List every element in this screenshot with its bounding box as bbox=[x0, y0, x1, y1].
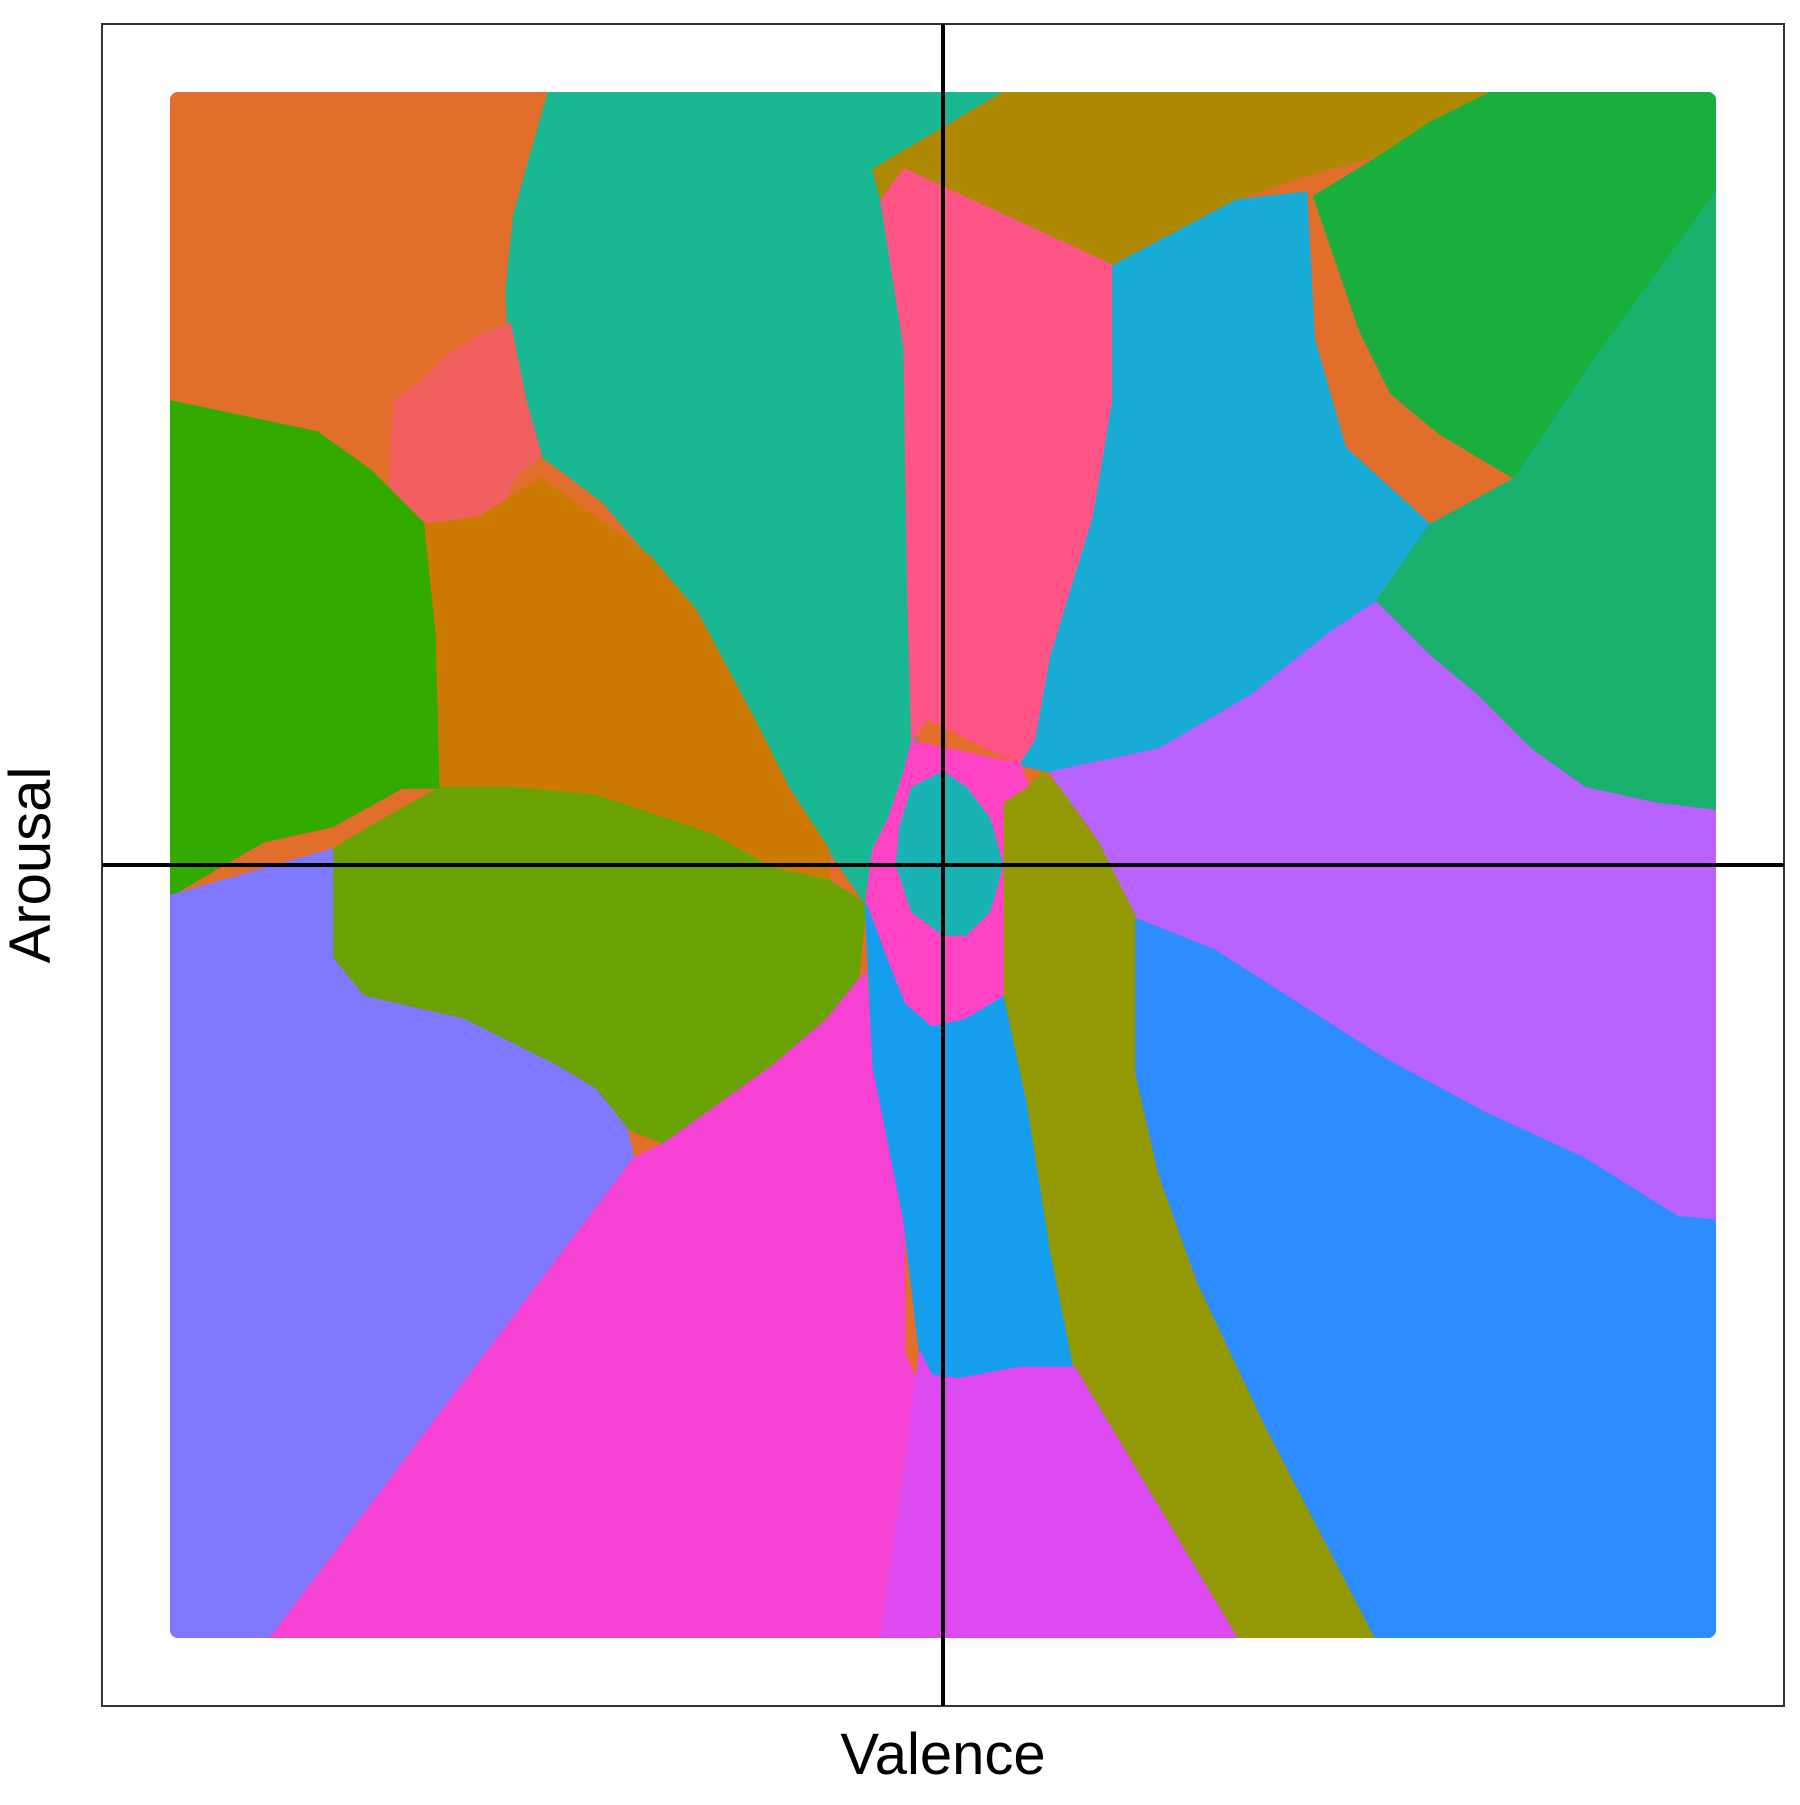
region-20 bbox=[880, 1351, 1238, 1638]
region-14 bbox=[895, 771, 1004, 936]
y-axis-label: Arousal bbox=[0, 767, 63, 964]
region-4 bbox=[1313, 92, 1716, 480]
region-19 bbox=[1135, 918, 1716, 1638]
region-15 bbox=[170, 848, 635, 1638]
x-axis-label: Valence bbox=[840, 1722, 1045, 1787]
